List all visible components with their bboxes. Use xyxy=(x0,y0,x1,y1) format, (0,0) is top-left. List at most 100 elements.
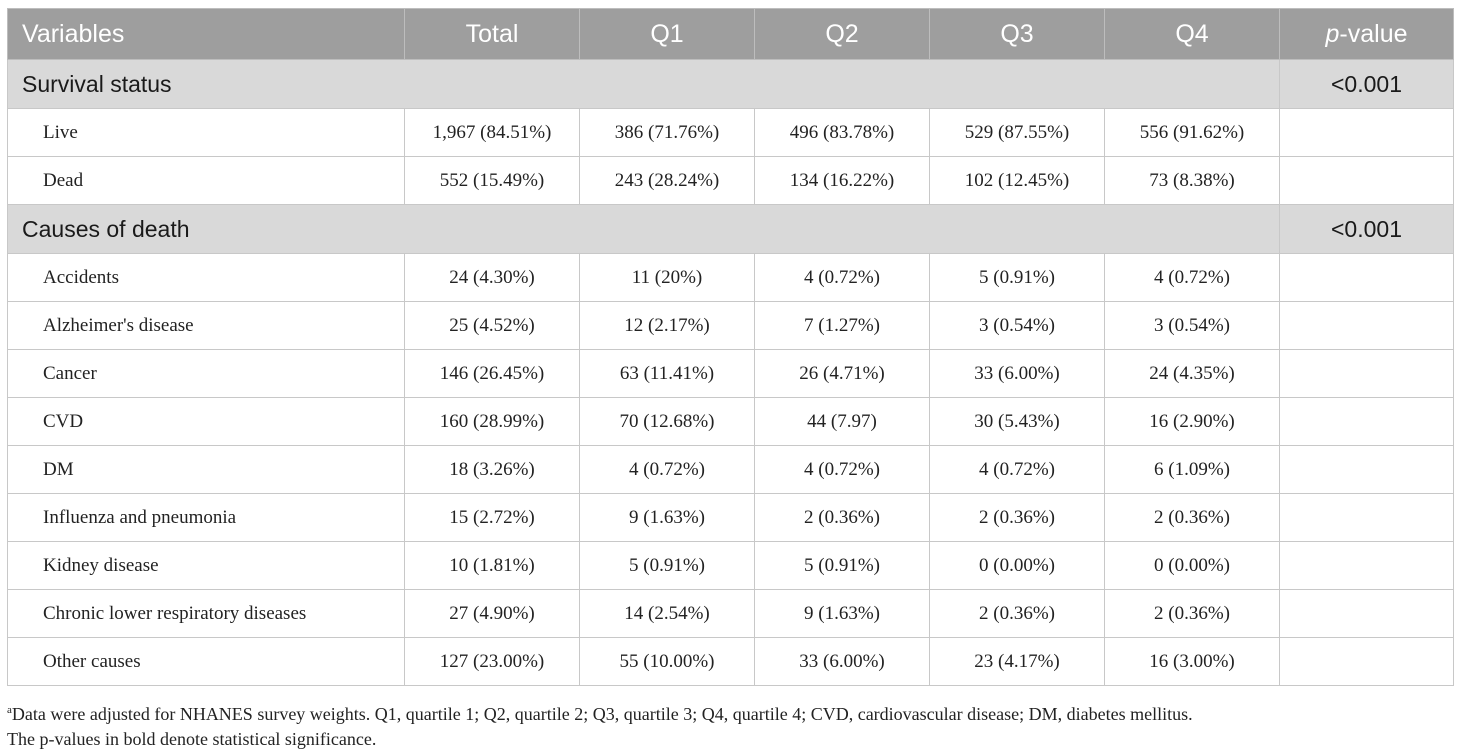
row-label: Influenza and pneumonia xyxy=(7,493,405,542)
cell-p-value xyxy=(1279,108,1454,157)
cell-total: 160 (28.99%) xyxy=(404,397,580,446)
cell-total: 27 (4.90%) xyxy=(404,589,580,638)
header-total: Total xyxy=(404,8,580,60)
table-row: CVD 160 (28.99%) 70 (12.68%) 44 (7.97) 30 (5… xyxy=(7,397,1454,446)
cell-p-value xyxy=(1279,637,1454,686)
cell-q2: 2 (0.36%) xyxy=(754,493,930,542)
header-q3: Q3 xyxy=(929,8,1105,60)
row-label: Kidney disease xyxy=(7,541,405,590)
cell-q1: 9 (1.63%) xyxy=(579,493,755,542)
table-row: Live 1,967 (84.51%) 386 (71.76%) 496 (83.78… xyxy=(7,108,1454,157)
table-row: Influenza and pneumonia 15 (2.72%) 9 (1.63… xyxy=(7,493,1454,542)
cell-q1: 243 (28.24%) xyxy=(579,156,755,205)
cell-q4: 73 (8.38%) xyxy=(1104,156,1280,205)
table-row: Kidney disease 10 (1.81%) 5 (0.91%) 5 (0.91… xyxy=(7,541,1454,590)
row-label: Dead xyxy=(7,156,405,205)
cell-p-value xyxy=(1279,445,1454,494)
section-row: Causes of death <0.001 xyxy=(7,204,1454,254)
row-label: Cancer xyxy=(7,349,405,398)
table-footnotes: aData were adjusted for NHANES survey we… xyxy=(7,698,1193,752)
section-row: Survival status <0.001 xyxy=(7,59,1454,109)
header-q2: Q2 xyxy=(754,8,930,60)
cell-total: 15 (2.72%) xyxy=(404,493,580,542)
footnote-1: aData were adjusted for NHANES survey we… xyxy=(7,698,1193,727)
table-row: Cancer 146 (26.45%) 63 (11.41%) 26 (4.71%) 3… xyxy=(7,349,1454,398)
cell-q3: 4 (0.72%) xyxy=(929,445,1105,494)
cell-p-value xyxy=(1279,349,1454,398)
row-label: Alzheimer's disease xyxy=(7,301,405,350)
header-variables: Variables xyxy=(7,8,405,60)
cell-q2: 4 (0.72%) xyxy=(754,253,930,302)
header-q1: Q1 xyxy=(579,8,755,60)
cell-p-value xyxy=(1279,541,1454,590)
table-row: Other causes 127 (23.00%) 55 (10.00%) 33 (6… xyxy=(7,637,1454,686)
row-label: Chronic lower respiratory diseases xyxy=(7,589,405,638)
cell-q3: 0 (0.00%) xyxy=(929,541,1105,590)
table-row: Accidents 24 (4.30%) 11 (20%) 4 (0.72%) 5 (0… xyxy=(7,253,1454,302)
row-label: Other causes xyxy=(7,637,405,686)
header-p-rest: -value xyxy=(1339,19,1408,48)
footnote-marker: a xyxy=(7,704,12,716)
cell-q2: 4 (0.72%) xyxy=(754,445,930,494)
header-row: Variables Total Q1 Q2 Q3 Q4 p-value xyxy=(7,8,1454,60)
table-row: Alzheimer's disease 25 (4.52%) 12 (2.17%) 7… xyxy=(7,301,1454,350)
section-p-value: <0.001 xyxy=(1279,204,1454,254)
header-q4: Q4 xyxy=(1104,8,1280,60)
cell-q1: 55 (10.00%) xyxy=(579,637,755,686)
results-table-container: Variables Total Q1 Q2 Q3 Q4 p-value Surv… xyxy=(7,8,1454,686)
section-label: Causes of death xyxy=(7,204,1280,254)
cell-q4: 3 (0.54%) xyxy=(1104,301,1280,350)
cell-q4: 16 (3.00%) xyxy=(1104,637,1280,686)
cell-p-value xyxy=(1279,493,1454,542)
results-table: Variables Total Q1 Q2 Q3 Q4 p-value Surv… xyxy=(7,8,1454,686)
cell-q1: 386 (71.76%) xyxy=(579,108,755,157)
cell-q2: 9 (1.63%) xyxy=(754,589,930,638)
cell-p-value xyxy=(1279,397,1454,446)
cell-total: 25 (4.52%) xyxy=(404,301,580,350)
cell-total: 552 (15.49%) xyxy=(404,156,580,205)
cell-q4: 2 (0.36%) xyxy=(1104,589,1280,638)
cell-q3: 23 (4.17%) xyxy=(929,637,1105,686)
header-p-italic: p xyxy=(1325,19,1340,48)
cell-p-value xyxy=(1279,253,1454,302)
footnote-2: The p-values in bold denote statistical … xyxy=(7,729,377,749)
cell-total: 127 (23.00%) xyxy=(404,637,580,686)
header-p-value: p-value xyxy=(1279,8,1454,60)
cell-p-value xyxy=(1279,589,1454,638)
cell-q4: 0 (0.00%) xyxy=(1104,541,1280,590)
cell-q4: 6 (1.09%) xyxy=(1104,445,1280,494)
row-label: Live xyxy=(7,108,405,157)
cell-q3: 529 (87.55%) xyxy=(929,108,1105,157)
cell-q2: 33 (6.00%) xyxy=(754,637,930,686)
cell-q1: 11 (20%) xyxy=(579,253,755,302)
cell-total: 146 (26.45%) xyxy=(404,349,580,398)
cell-q2: 5 (0.91%) xyxy=(754,541,930,590)
cell-q1: 14 (2.54%) xyxy=(579,589,755,638)
cell-q4: 24 (4.35%) xyxy=(1104,349,1280,398)
cell-q3: 3 (0.54%) xyxy=(929,301,1105,350)
cell-q2: 26 (4.71%) xyxy=(754,349,930,398)
section-p-value: <0.001 xyxy=(1279,59,1454,109)
cell-total: 24 (4.30%) xyxy=(404,253,580,302)
cell-q3: 2 (0.36%) xyxy=(929,589,1105,638)
cell-q3: 102 (12.45%) xyxy=(929,156,1105,205)
section-label: Survival status xyxy=(7,59,1280,109)
cell-total: 18 (3.26%) xyxy=(404,445,580,494)
table-row: DM 18 (3.26%) 4 (0.72%) 4 (0.72%) 4 (0.72%) 6… xyxy=(7,445,1454,494)
cell-q1: 12 (2.17%) xyxy=(579,301,755,350)
cell-q2: 44 (7.97) xyxy=(754,397,930,446)
cell-q1: 4 (0.72%) xyxy=(579,445,755,494)
cell-p-value xyxy=(1279,301,1454,350)
cell-q1: 70 (12.68%) xyxy=(579,397,755,446)
cell-q3: 33 (6.00%) xyxy=(929,349,1105,398)
cell-q4: 556 (91.62%) xyxy=(1104,108,1280,157)
cell-p-value xyxy=(1279,156,1454,205)
cell-q3: 30 (5.43%) xyxy=(929,397,1105,446)
cell-q1: 5 (0.91%) xyxy=(579,541,755,590)
cell-q2: 134 (16.22%) xyxy=(754,156,930,205)
table-body: Survival status <0.001 Live 1,967 (84.51%) 3… xyxy=(7,59,1454,686)
cell-total: 10 (1.81%) xyxy=(404,541,580,590)
row-label: Accidents xyxy=(7,253,405,302)
cell-q2: 7 (1.27%) xyxy=(754,301,930,350)
cell-q4: 2 (0.36%) xyxy=(1104,493,1280,542)
